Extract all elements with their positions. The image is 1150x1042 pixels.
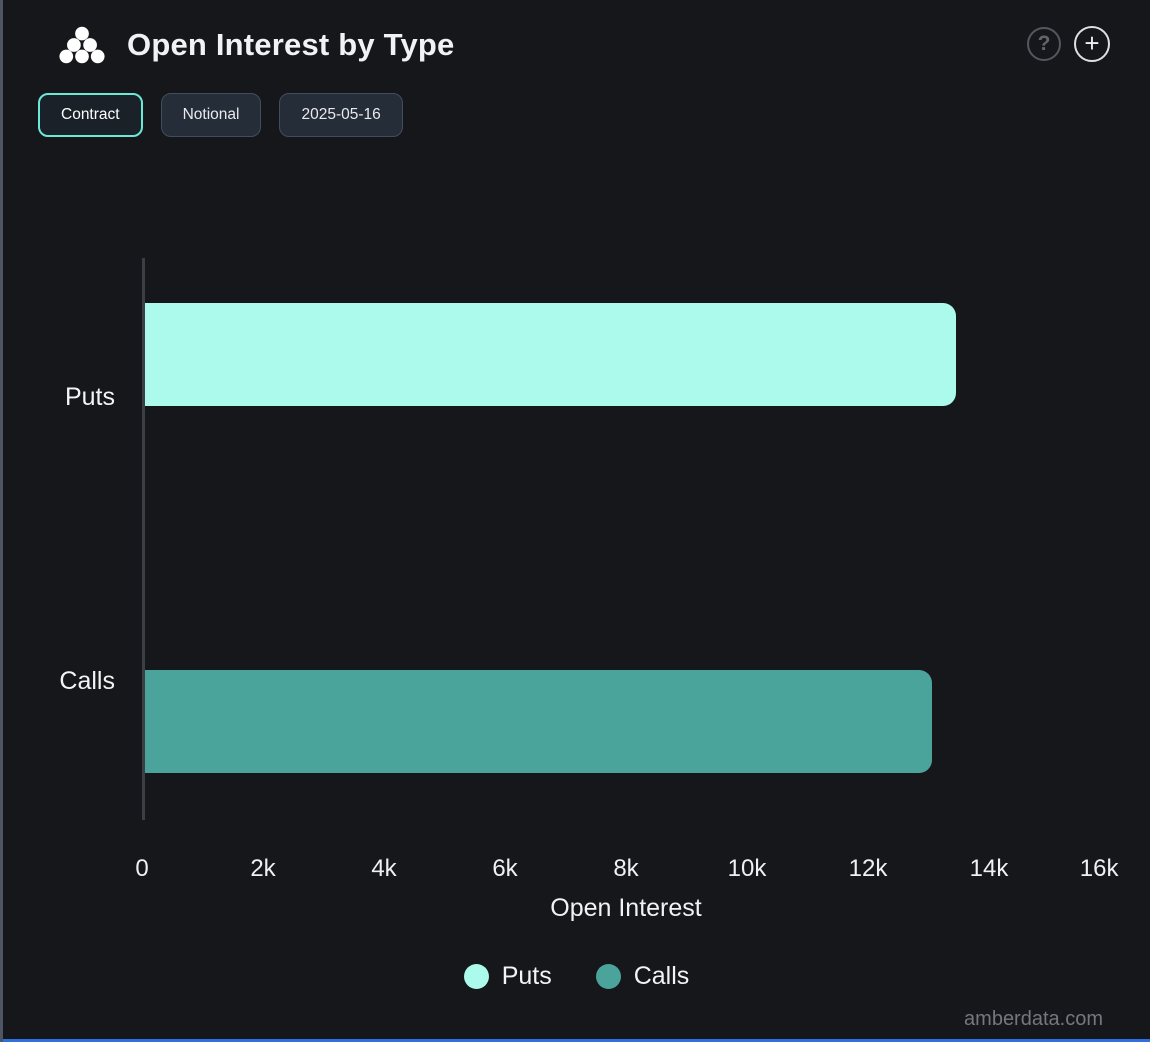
x-axis-tick-label: 2k bbox=[250, 855, 276, 882]
x-axis-tick-label: 6k bbox=[492, 855, 518, 882]
expiration-date-button[interactable]: 2025-05-16 bbox=[279, 93, 403, 137]
add-icon[interactable]: + bbox=[1074, 26, 1110, 62]
plot-area bbox=[145, 0, 1113, 1042]
x-axis-tick-label: 8k bbox=[613, 855, 639, 882]
x-axis-title: Open Interest bbox=[550, 894, 702, 922]
help-icon[interactable]: ? bbox=[1027, 27, 1061, 61]
toolbar: Contract Notional 2025-05-16 bbox=[38, 93, 403, 137]
x-axis-tick-label: 16k bbox=[1079, 855, 1119, 882]
toggle-notional-button[interactable]: Notional bbox=[160, 93, 262, 137]
y-axis-label-puts: Puts bbox=[64, 383, 115, 411]
x-axis-tick-label: 10k bbox=[727, 855, 767, 882]
legend-label: Puts bbox=[501, 962, 552, 990]
legend: Puts Calls bbox=[3, 962, 1150, 991]
legend-swatch-icon bbox=[595, 964, 621, 989]
legend-swatch-icon bbox=[463, 964, 489, 989]
legend-item-puts[interactable]: Puts bbox=[463, 962, 552, 991]
header: Open Interest by Type ? + bbox=[59, 22, 1110, 68]
bottom-accent-bar bbox=[3, 1039, 1150, 1042]
legend-label: Calls bbox=[633, 962, 690, 990]
bar-chart: Puts Calls 0 2k 4k 6k 8k 10k 12k 14k 16k Open In… bbox=[3, 0, 1150, 1042]
watermark: amberdata.com bbox=[964, 1008, 1103, 1030]
header-actions: ? + bbox=[1027, 26, 1110, 62]
y-axis-line bbox=[142, 258, 145, 820]
toggle-contract-button[interactable]: Contract bbox=[38, 93, 143, 137]
x-axis-tick-label: 12k bbox=[848, 855, 888, 882]
page-title: Open Interest by Type bbox=[127, 27, 455, 62]
legend-item-calls[interactable]: Calls bbox=[595, 962, 690, 991]
x-axis-ticks: 0 2k 4k 6k 8k 10k 12k 14k 16k bbox=[135, 855, 1118, 885]
puts-bar[interactable] bbox=[145, 303, 956, 406]
y-axis-label-calls: Calls bbox=[59, 667, 115, 695]
x-axis-tick-label: 0 bbox=[135, 855, 149, 882]
calls-bar[interactable] bbox=[145, 670, 932, 773]
x-axis-tick-label: 14k bbox=[969, 855, 1009, 882]
x-axis-tick-label: 4k bbox=[371, 855, 397, 882]
pyramid-dots-icon bbox=[59, 25, 105, 65]
